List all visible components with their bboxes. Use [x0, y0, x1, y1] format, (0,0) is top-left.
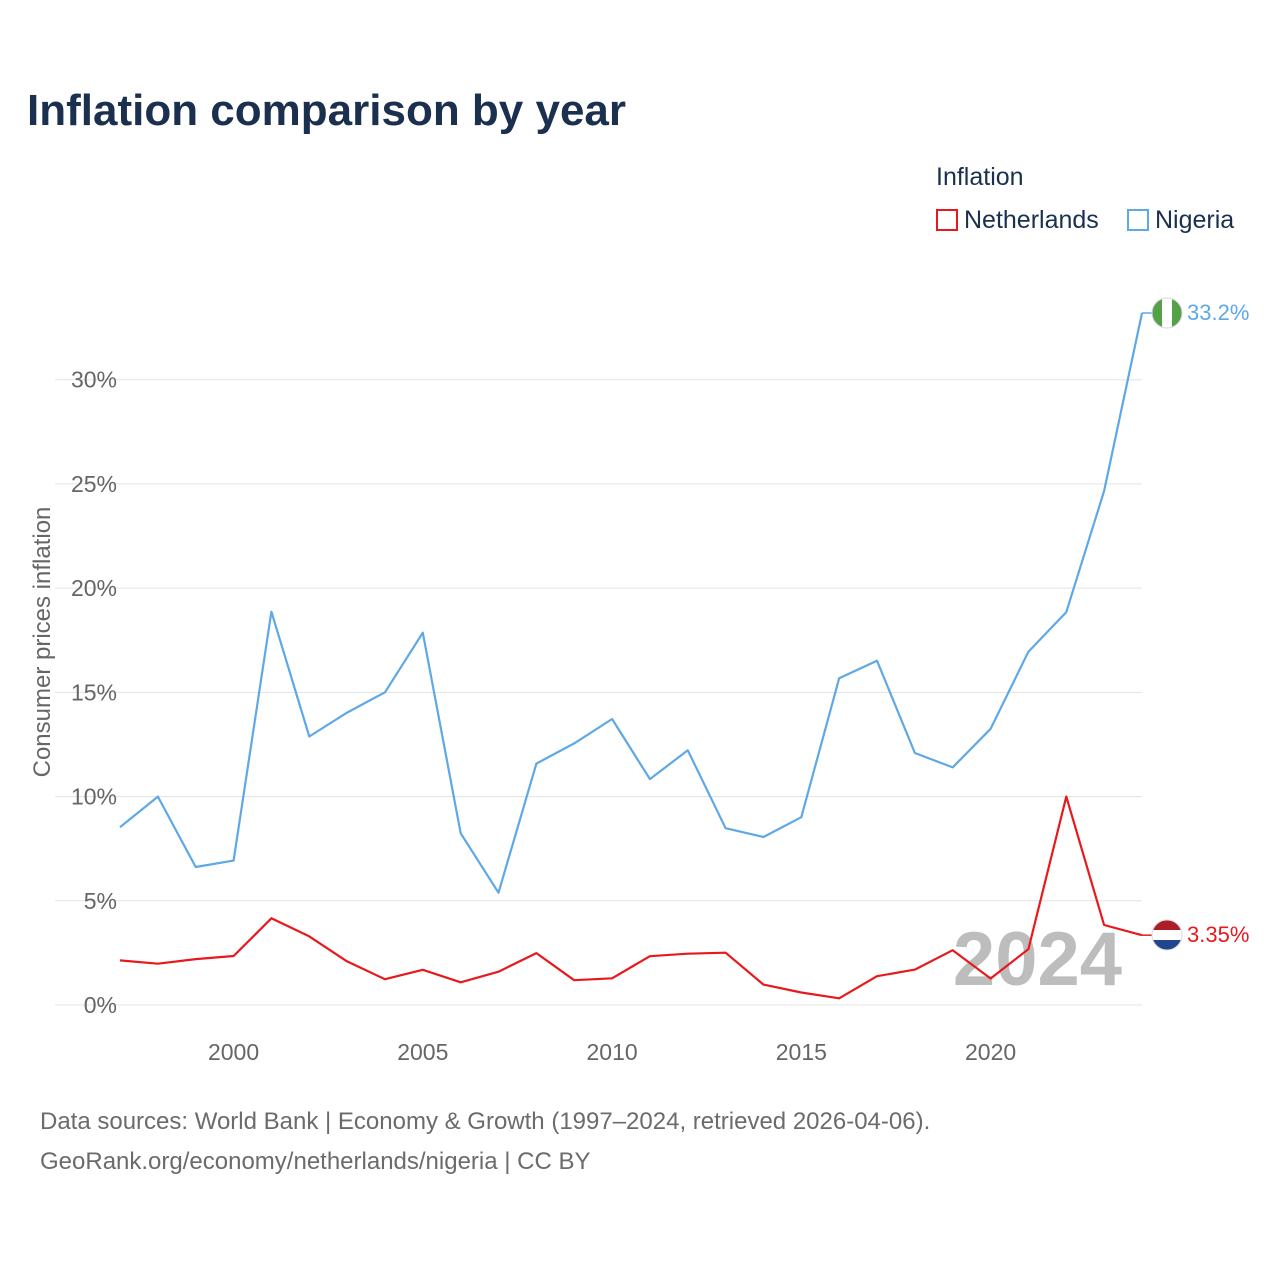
y-tick-label: 0%	[84, 992, 117, 1018]
series-line-nigeria[interactable]	[119, 312, 1144, 894]
y-tick-label: 25%	[71, 471, 117, 497]
y-axis-label: Consumer prices inflation	[29, 507, 56, 778]
legend-label-netherlands: Netherlands	[964, 205, 1099, 234]
year-watermark: 2024	[953, 917, 1122, 1002]
legend-title: Inflation	[936, 163, 1024, 191]
legend-swatch-netherlands	[936, 209, 958, 231]
gridlines	[55, 379, 1142, 1006]
netherlands-flag-icon	[1152, 920, 1182, 950]
nigeria-end-label: 33.2%	[1187, 300, 1249, 325]
x-tick-label: 2020	[965, 1039, 1016, 1065]
legend-label-nigeria: Nigeria	[1155, 205, 1235, 234]
y-tick-label: 5%	[84, 888, 117, 914]
x-tick-label: 2000	[208, 1039, 259, 1065]
netherlands-end-label: 3.35%	[1187, 922, 1249, 947]
x-tick-label: 2015	[776, 1039, 827, 1065]
y-tick-label: 15%	[71, 679, 117, 705]
y-tick-label: 30%	[71, 367, 117, 393]
x-tick-label: 2010	[586, 1039, 637, 1065]
x-tick-label: 2005	[397, 1039, 448, 1065]
x-tick-labels: 2000 2005 2010 2015 2020	[208, 1039, 1016, 1065]
end-markers: 33.2% 3.35%	[1151, 297, 1249, 951]
nigeria-flag-icon	[1152, 298, 1182, 328]
page-title: Inflation comparison by year	[27, 86, 627, 135]
y-tick-label: 10%	[71, 784, 117, 810]
legend-swatch-nigeria	[1127, 209, 1149, 231]
footer-sources: Data sources: World Bank | Economy & Gro…	[40, 1108, 931, 1135]
series-line-netherlands[interactable]	[119, 795, 1143, 1000]
legend-item-nigeria[interactable]: Nigeria	[1127, 205, 1234, 235]
y-tick-label: 20%	[71, 575, 117, 601]
footer-credit[interactable]: GeoRank.org/economy/netherlands/nigeria …	[40, 1148, 591, 1175]
series-lines	[119, 312, 1152, 1000]
legend-item-netherlands[interactable]: Netherlands	[936, 205, 1099, 235]
y-tick-labels: 0% 5% 10% 15% 20% 25% 30%	[71, 367, 117, 1018]
